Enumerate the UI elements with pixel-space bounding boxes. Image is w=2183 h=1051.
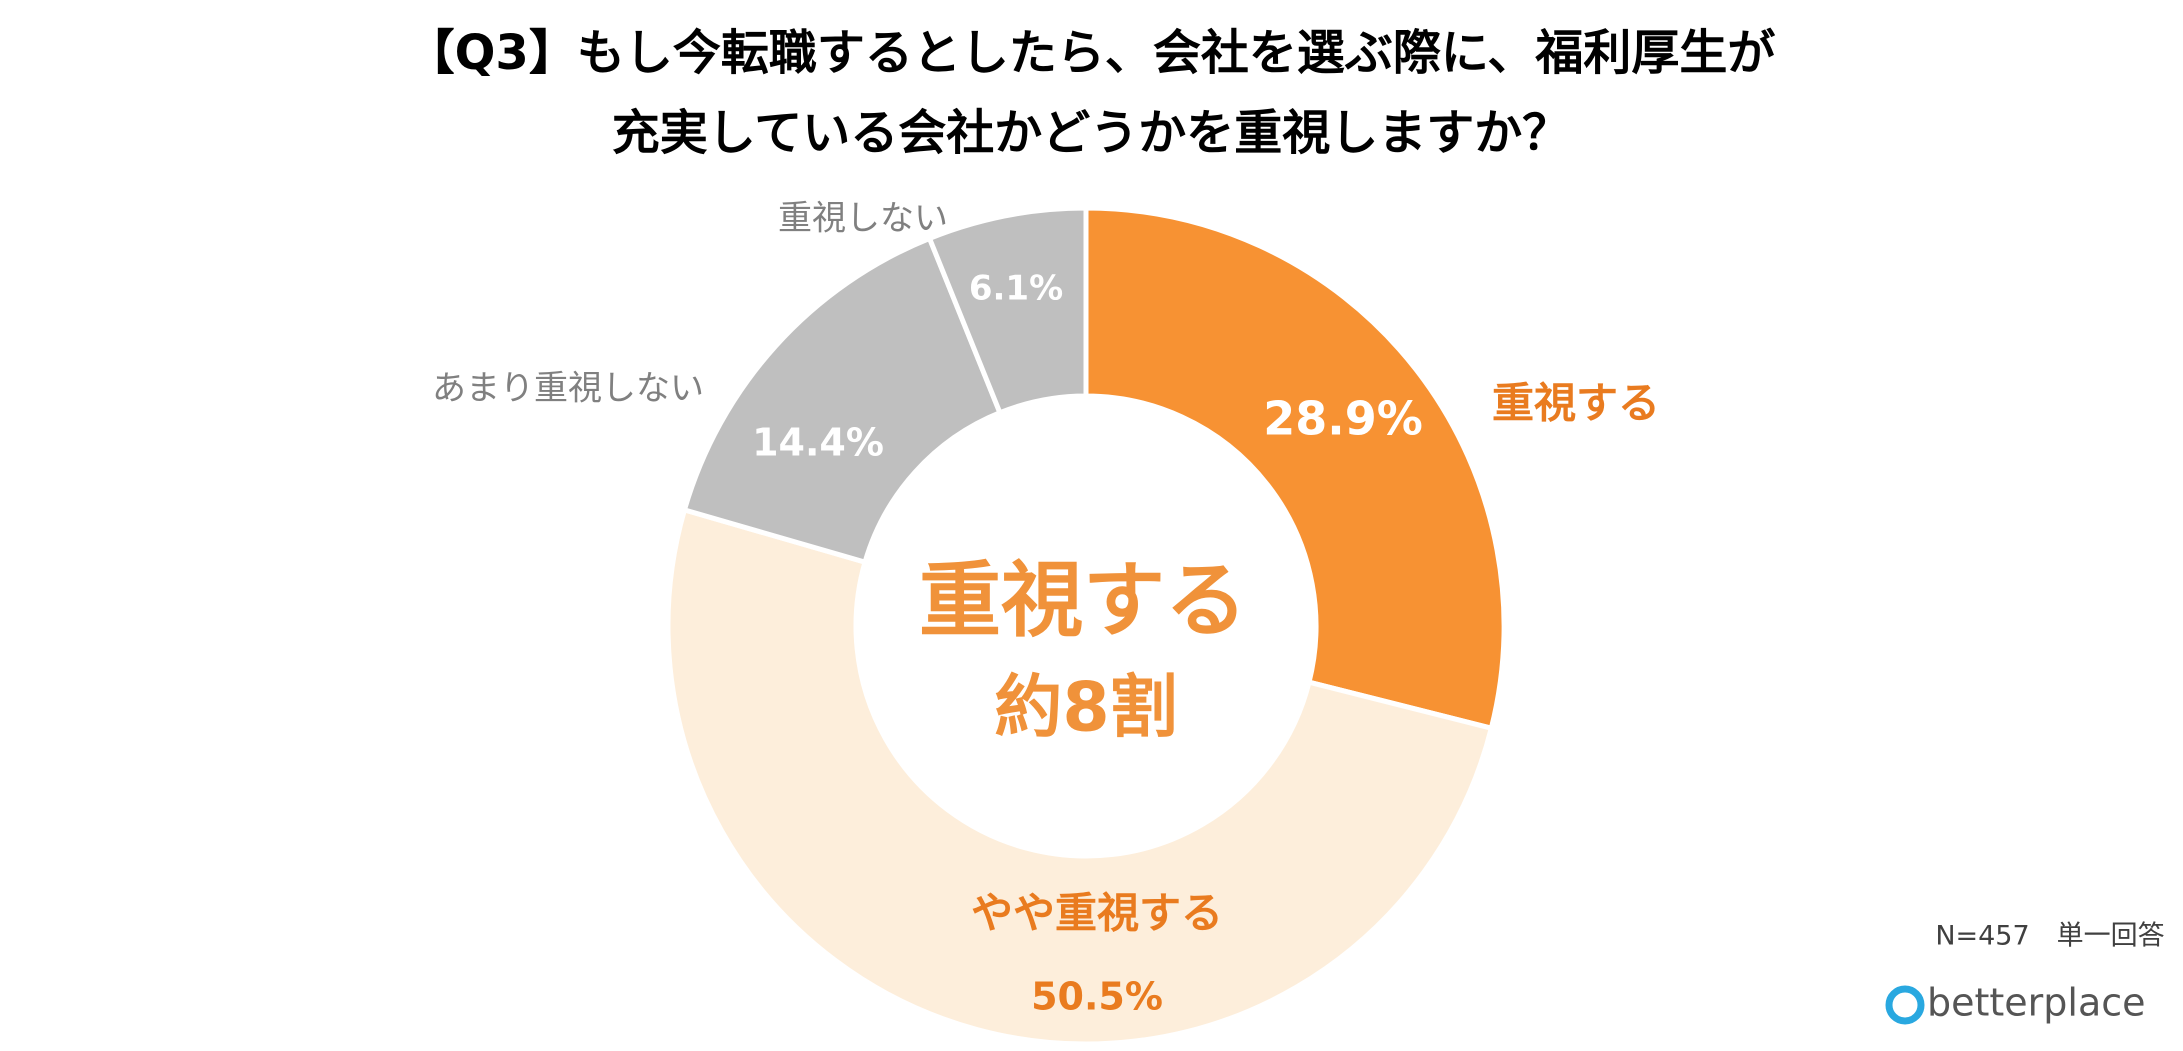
category-label: あまり重視しない (432, 369, 704, 409)
brand: betterplace (1927, 981, 2146, 1025)
chart-title: 【Q3】もし今転職するとしたら、会社を選ぶ際に、福利厚生が (407, 25, 1776, 81)
value-label: 28.9% (1263, 392, 1423, 446)
logo-icon (1885, 985, 1925, 1025)
category-label: やや重視する (971, 889, 1223, 938)
donut-segment (665, 506, 1495, 1047)
donut-segment (926, 205, 1089, 416)
value-label: 50.5% (1031, 975, 1163, 1019)
value-label: 6.1% (969, 269, 1063, 309)
donut (665, 205, 1507, 1047)
category-label: 重視する (1492, 379, 1660, 428)
center-annotation: 約8割 (994, 669, 1177, 748)
center-annotation: 重視する (919, 553, 1247, 648)
chart-title: 充実している会社かどうかを重視しますか？ (612, 105, 1571, 161)
donut-segment (681, 235, 1004, 566)
donut-segment (1083, 205, 1507, 732)
value-label: 14.4% (752, 421, 884, 465)
category-label: 重視しない (778, 199, 948, 239)
logo: betterplace (1885, 981, 2146, 1025)
note: N=457 単一回答 (1935, 921, 2164, 952)
